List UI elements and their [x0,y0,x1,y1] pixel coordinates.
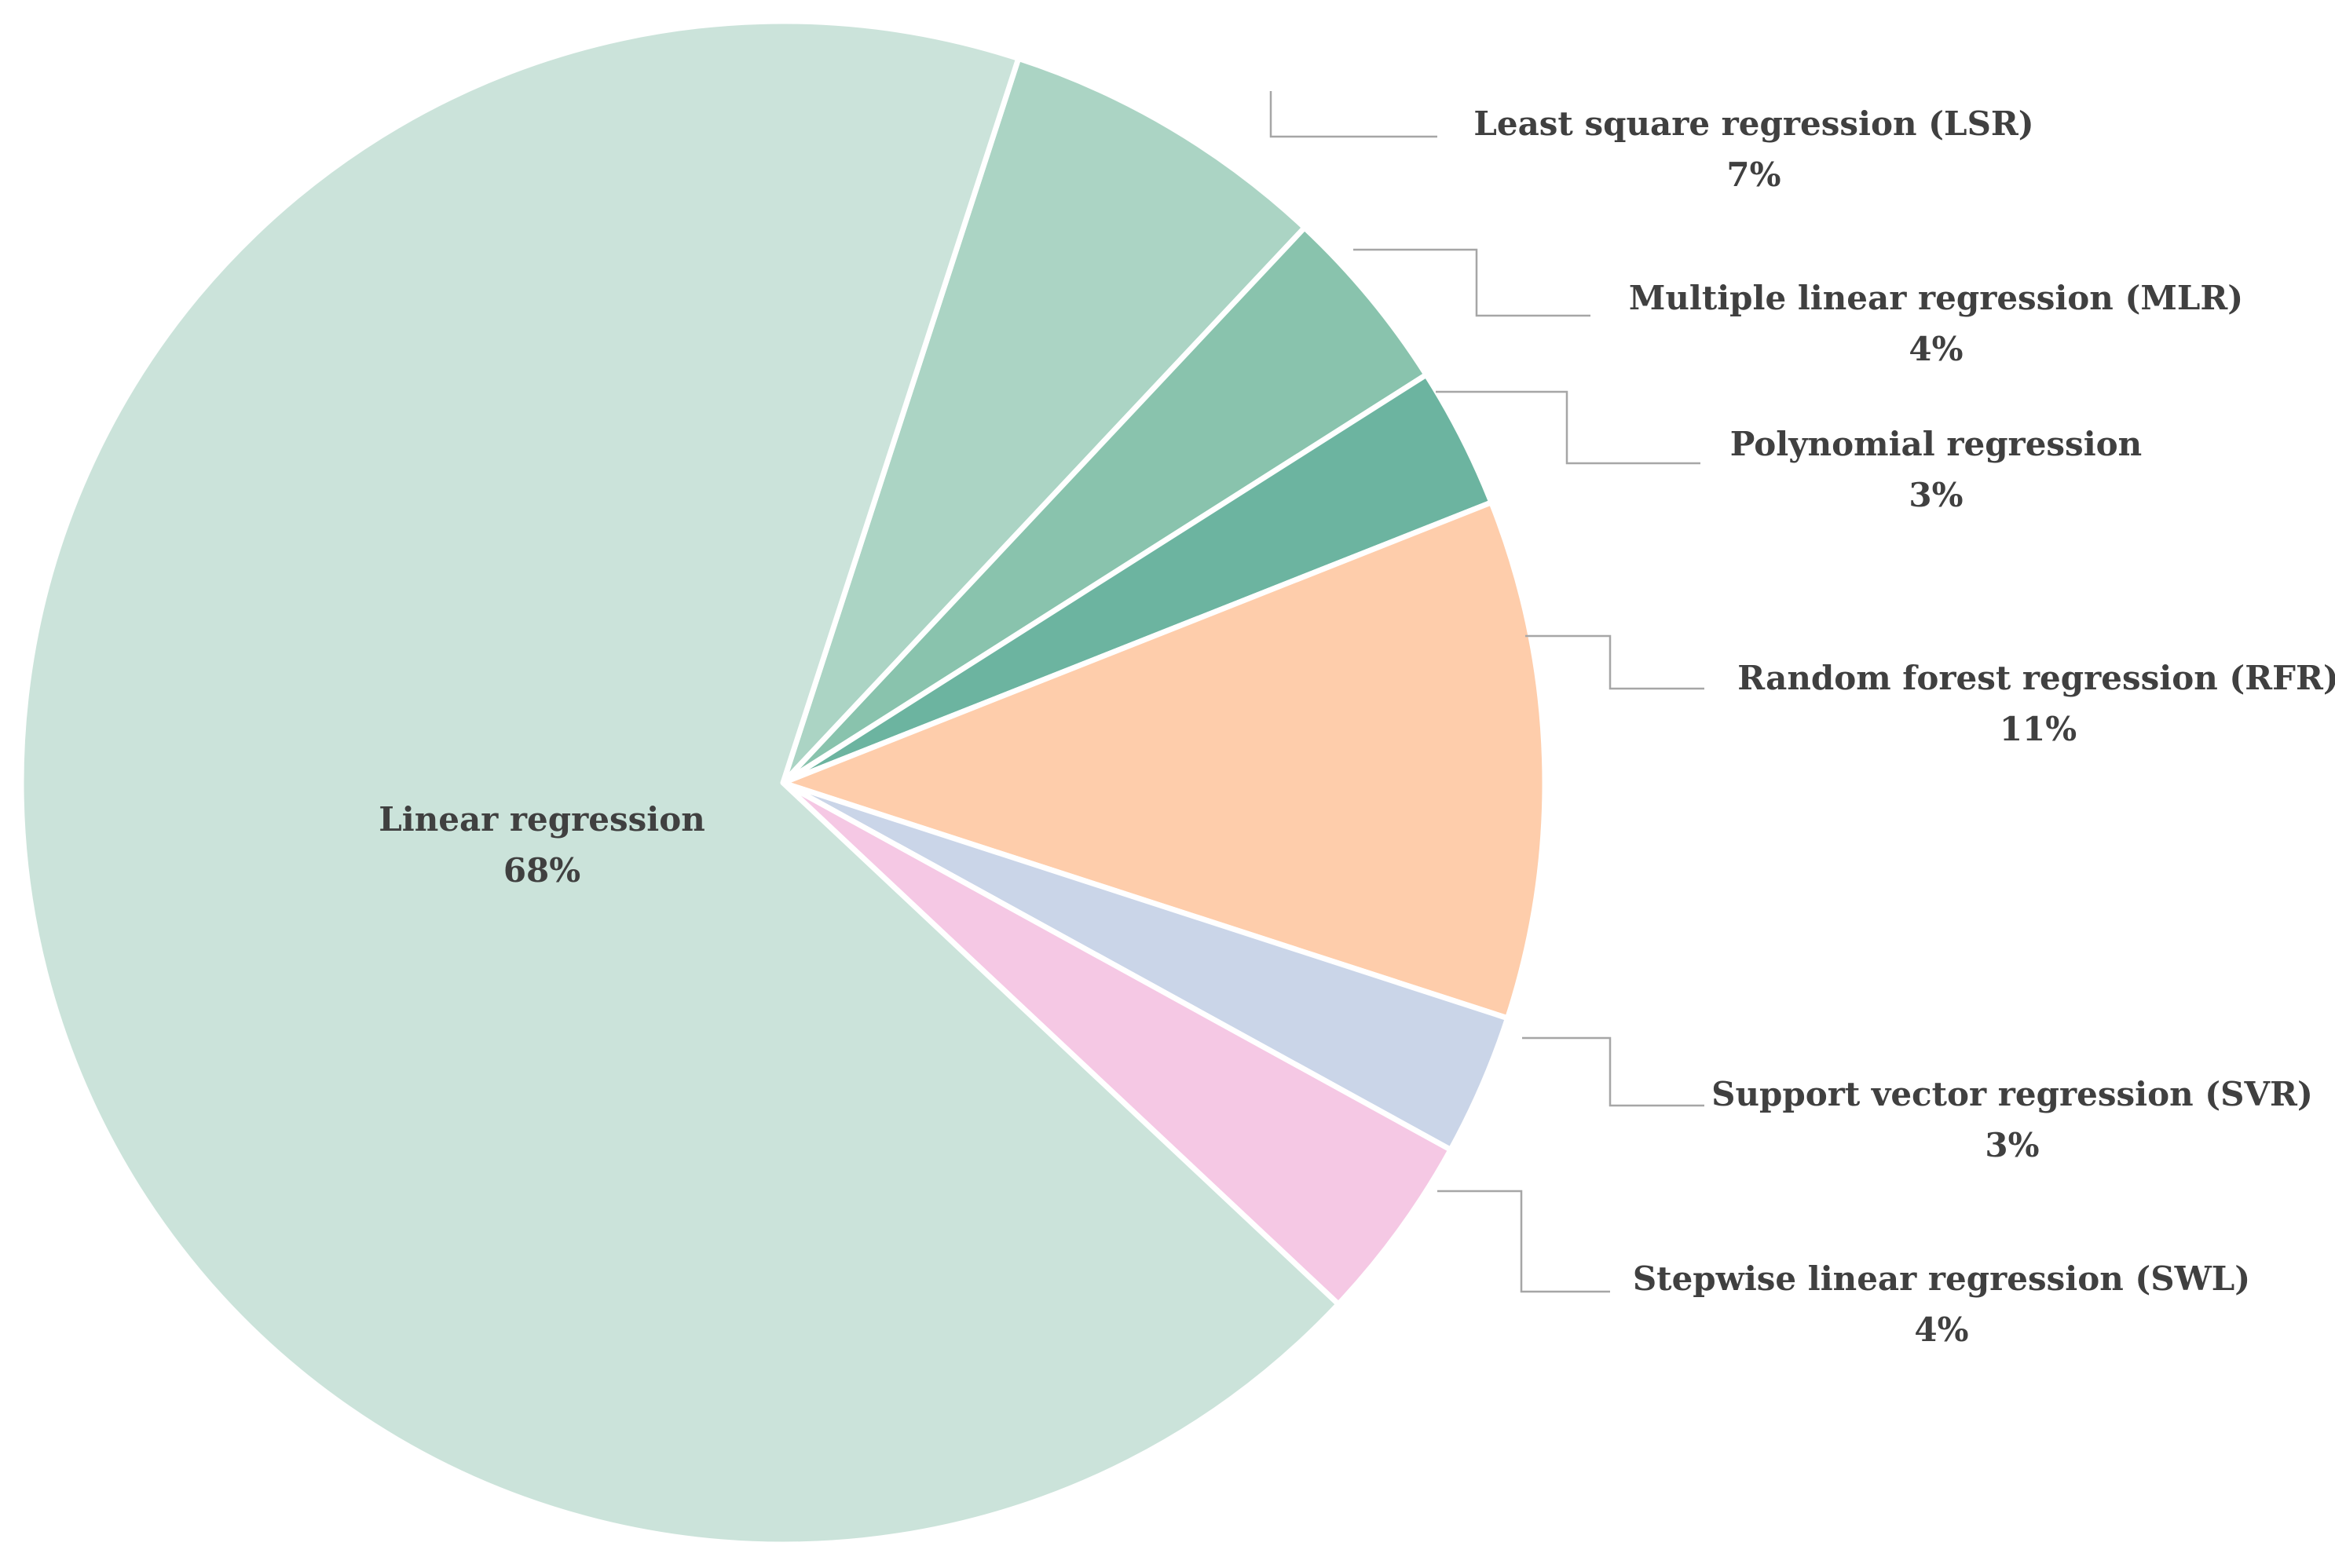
slice-label-percent: 7% [1726,155,1781,194]
slice-label-percent: 4% [1909,330,1963,368]
pie-slice-7 [18,18,1341,1548]
slice-label-name: Support vector regression (SVR) [1711,1075,2313,1113]
slice-label-name: Stepwise linear regression (SWL) [1633,1259,2250,1298]
slice-labels: Least square regression (LSR) 7% Multiple … [379,104,2335,1349]
slice-label-name: Multiple linear regression (MLR) [1629,279,2243,317]
leader-line-2 [1353,248,1590,317]
pie-slices [18,18,1548,1548]
slice-label-name: Polynomial regression [1730,425,2142,463]
slice-label-7: Linear regression 68% [379,800,705,890]
slice-label-2: Multiple linear regression (MLR) 4% [1629,279,2243,368]
leader-line-5 [1522,1036,1704,1107]
slice-label-percent: 3% [1985,1126,2039,1164]
leader-lines [1269,91,1704,1293]
slice-label-name: Random forest regression (RFR) [1737,659,2335,697]
pie-slice-1 [780,55,1308,786]
slice-label-4: Random forest regression (RFR) 11% [1737,659,2335,748]
slice-label-percent: 4% [1914,1310,1968,1349]
pie-slice-6 [780,780,1454,1307]
pie-slice-2 [780,225,1429,786]
leader-line-4 [1525,634,1704,690]
slice-label-name: Linear regression [379,800,705,839]
slice-label-percent: 11% [2000,710,2077,748]
leader-line-1 [1269,91,1437,138]
slice-label-name: Least square regression (LSR) [1473,104,2033,143]
slice-label-percent: 3% [1909,476,1963,514]
slice-label-5: Support vector regression (SVR) 3% [1711,1075,2313,1164]
pie-slice-4 [780,499,1548,1022]
slice-label-percent: 68% [503,851,580,890]
slice-label-3: Polynomial regression 3% [1730,425,2142,514]
leader-line-3 [1436,390,1700,465]
slice-label-1: Least square regression (LSR) 7% [1473,104,2033,194]
leader-line-6 [1437,1190,1610,1293]
slice-label-6: Stepwise linear regression (SWL) 4% [1633,1259,2250,1349]
